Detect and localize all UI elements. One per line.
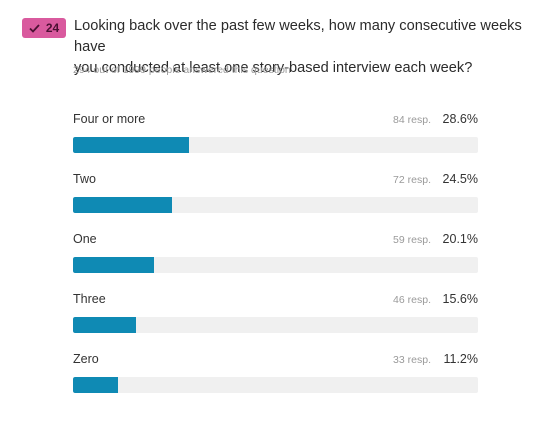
question-text: Looking back over the past few weeks, ho… [74, 18, 522, 76]
result-bar-track [73, 377, 478, 393]
question-number-badge: 24 [22, 18, 66, 38]
result-option: One 59 resp. 20.1% [73, 232, 478, 292]
response-count: 84 resp. [393, 114, 431, 126]
option-label: One [73, 232, 97, 246]
result-row-header: Four or more 84 resp. 28.6% [73, 112, 478, 132]
response-count: 33 resp. [393, 354, 431, 366]
percentage: 20.1% [442, 232, 478, 246]
result-bar-track [73, 197, 478, 213]
result-bar-fill [73, 137, 189, 153]
results-list: Four or more 84 resp. 28.6% Two 72 resp. 24.5… [73, 112, 478, 412]
result-option: Four or more 84 resp. 28.6% [73, 112, 478, 172]
result-bar-fill [73, 317, 137, 333]
answered-count: 294 out of 1999 people answered this que… [73, 64, 291, 76]
result-row-header: Two 72 resp. 24.5% [73, 172, 478, 192]
result-bar-track [73, 257, 478, 273]
percentage: 11.2% [443, 352, 478, 366]
result-bar-fill [73, 197, 173, 213]
option-label: Four or more [73, 112, 146, 126]
result-option: Zero 33 resp. 11.2% [73, 352, 478, 412]
result-bar-track [73, 137, 478, 153]
percentage: 15.6% [442, 292, 478, 306]
badge-count: 24 [45, 21, 60, 35]
result-row-header: Three 46 resp. 15.6% [73, 292, 478, 312]
result-row-header: Zero 33 resp. 11.2% [73, 352, 478, 372]
response-count: 72 resp. [393, 174, 431, 186]
question-header: 24 Looking back over the past few weeks,… [22, 16, 530, 79]
option-label: Three [73, 292, 106, 306]
option-label: Two [73, 172, 96, 186]
checkmark-icon [29, 23, 40, 33]
result-bar-fill [73, 257, 155, 273]
result-option: Two 72 resp. 24.5% [73, 172, 478, 232]
result-option: Three 46 resp. 15.6% [73, 292, 478, 352]
percentage: 28.6% [442, 112, 478, 126]
percentage: 24.5% [442, 172, 478, 186]
response-count: 59 resp. [393, 234, 431, 246]
response-count: 46 resp. [393, 294, 431, 306]
option-label: Zero [73, 352, 99, 366]
result-bar-track [73, 317, 478, 333]
result-bar-fill [73, 377, 119, 393]
result-row-header: One 59 resp. 20.1% [73, 232, 478, 252]
